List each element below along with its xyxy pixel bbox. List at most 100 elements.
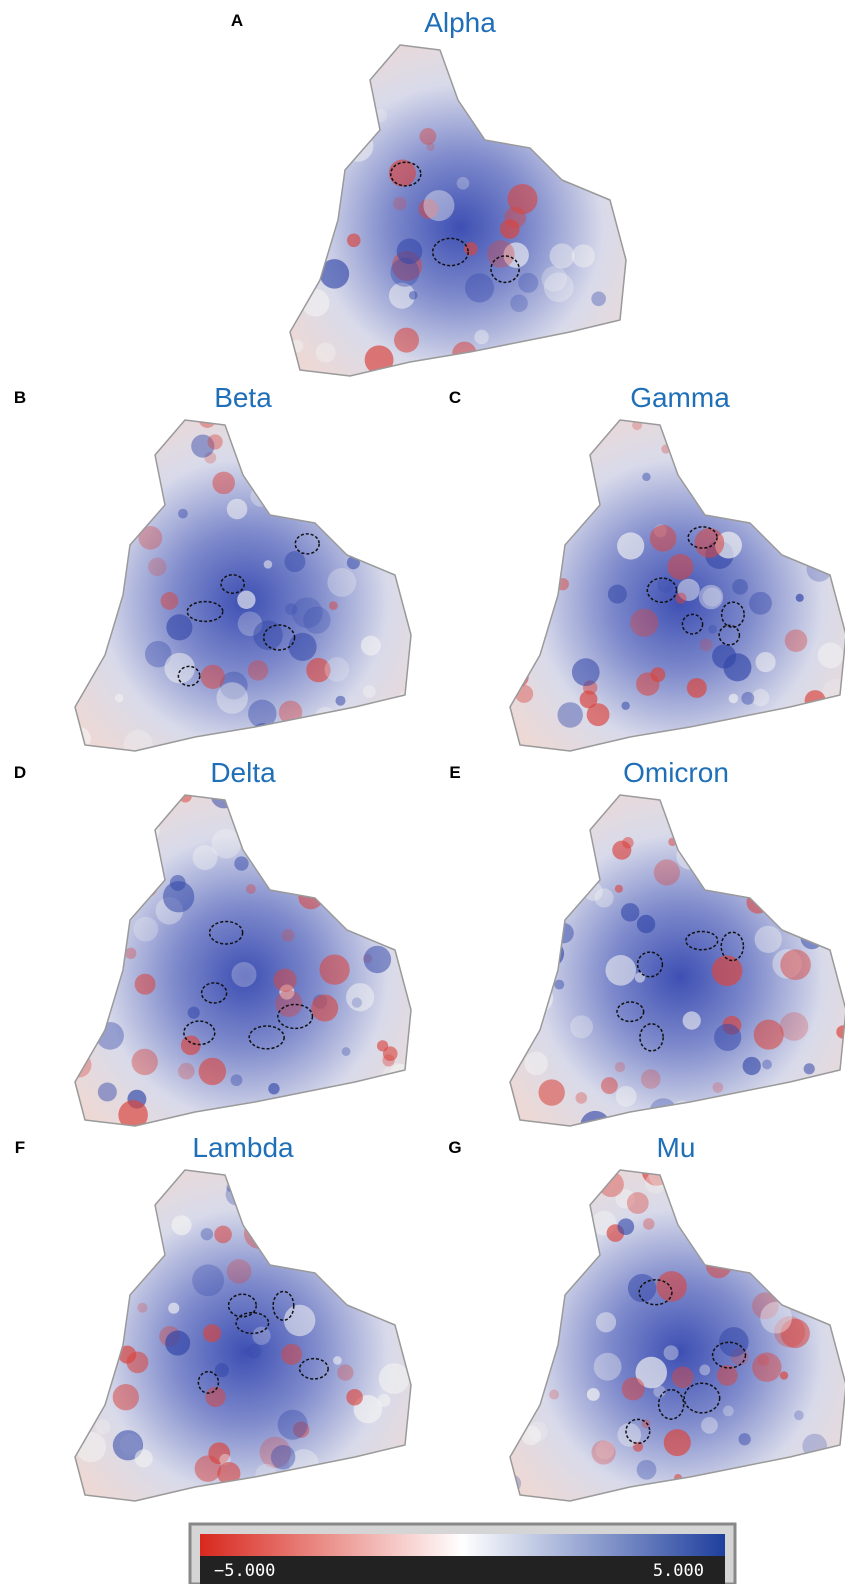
- surface-patch: [701, 1417, 718, 1434]
- surface-patch: [761, 1260, 778, 1277]
- surface-patch: [374, 421, 400, 447]
- surface-patch: [806, 811, 822, 827]
- surface-patch: [132, 1049, 158, 1075]
- surface-patch: [68, 950, 82, 964]
- panel-title: Alpha: [424, 7, 496, 38]
- surface-patch: [773, 1251, 786, 1264]
- surface-patch: [507, 1343, 518, 1354]
- surface-patch: [513, 988, 531, 1006]
- surface-patch: [96, 1022, 124, 1050]
- surface-patch: [522, 983, 553, 1014]
- surface-patch: [650, 667, 665, 682]
- surface-patch: [377, 1485, 396, 1504]
- panel-label: G: [448, 1138, 461, 1157]
- surface-patch: [641, 1069, 661, 1089]
- surface-patch: [288, 453, 297, 462]
- figure: AAlphaBBetaCGammaDDeltaEOmicronFLambdaGM…: [0, 0, 845, 1584]
- surface-patch: [66, 478, 89, 501]
- protein-surface: [505, 404, 845, 762]
- surface-patch: [330, 403, 362, 435]
- surface-patch: [327, 568, 356, 597]
- surface-patch: [292, 597, 323, 628]
- panel-title: Lambda: [192, 1132, 294, 1163]
- surface-patch: [253, 621, 282, 650]
- surface-patch: [271, 1445, 295, 1469]
- surface-patch: [477, 72, 507, 102]
- surface-patch: [307, 1210, 319, 1222]
- surface-patch: [366, 1255, 389, 1278]
- surface-patch: [135, 974, 156, 995]
- surface-patch: [719, 1327, 749, 1357]
- surface-patch: [676, 842, 703, 869]
- surface-patch: [80, 442, 95, 457]
- surface-patch: [284, 551, 305, 572]
- surface-patch: [321, 733, 346, 758]
- surface-patch: [798, 869, 827, 898]
- surface-patch: [199, 410, 217, 428]
- surface-patch: [614, 351, 640, 377]
- surface-patch: [599, 1172, 624, 1197]
- surface-patch: [717, 1365, 738, 1386]
- surface-patch: [273, 969, 296, 992]
- surface-patch: [409, 291, 418, 300]
- surface-patch: [763, 836, 781, 854]
- surface-patch: [551, 104, 565, 118]
- panel: DDelta: [14, 757, 421, 1134]
- surface-patch: [584, 882, 603, 901]
- panel-label: C: [449, 388, 461, 407]
- surface-patch: [148, 558, 166, 576]
- surface-patch: [730, 729, 759, 758]
- surface-patch: [572, 658, 600, 686]
- surface-patch: [302, 289, 330, 317]
- surface-patch: [714, 1024, 741, 1051]
- surface-patch: [311, 864, 319, 872]
- surface-patch: [282, 929, 295, 942]
- panel-title: Gamma: [630, 382, 730, 413]
- surface-patch: [383, 917, 396, 930]
- surface-patch: [172, 1215, 192, 1235]
- surface-patch: [802, 830, 820, 848]
- surface-patch: [80, 1352, 106, 1378]
- surface-patch: [188, 1007, 200, 1019]
- surface-patch: [127, 868, 158, 899]
- surface-patch: [664, 1429, 691, 1456]
- surface-patch: [353, 501, 368, 516]
- surface-patch: [635, 972, 645, 982]
- surface-patch: [538, 1079, 564, 1105]
- surface-patch: [123, 792, 137, 806]
- surface-patch: [248, 660, 268, 680]
- surface-patch: [656, 1271, 686, 1301]
- surface-patch: [245, 1198, 256, 1209]
- surface-patch: [264, 560, 273, 569]
- surface-patch: [341, 1100, 370, 1129]
- surface-patch: [590, 96, 613, 119]
- surface-patch: [558, 1187, 577, 1206]
- surface-patch: [465, 273, 494, 302]
- surface-patch: [564, 491, 573, 500]
- protein-surface: [498, 782, 845, 1141]
- surface-patch: [403, 861, 411, 869]
- surface-patch: [652, 736, 670, 754]
- surface-patch: [282, 76, 300, 94]
- surface-patch: [335, 851, 347, 863]
- surface-patch: [250, 486, 271, 507]
- surface-patch: [199, 1058, 226, 1085]
- surface-patch: [596, 1312, 616, 1332]
- surface-patch: [508, 881, 532, 905]
- surface-patch: [401, 1071, 413, 1083]
- surface-patch: [521, 1250, 542, 1271]
- surface-patch: [622, 837, 633, 848]
- surface-patch: [337, 876, 353, 892]
- surface-patch: [687, 678, 707, 698]
- panel: GMu: [448, 1132, 845, 1506]
- surface-patch: [195, 1455, 222, 1482]
- surface-patch: [759, 808, 790, 839]
- surface-patch: [246, 884, 256, 894]
- surface-patch: [325, 657, 350, 682]
- surface-patch: [166, 614, 192, 640]
- surface-patch: [342, 1274, 357, 1289]
- surface-patch: [824, 1273, 834, 1283]
- surface-patch: [708, 625, 717, 634]
- surface-patch: [744, 866, 765, 887]
- surface-patch: [807, 556, 832, 581]
